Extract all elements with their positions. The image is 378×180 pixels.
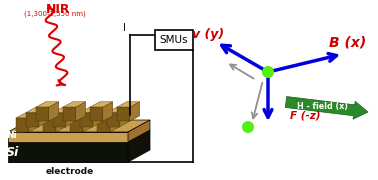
Polygon shape	[117, 107, 130, 121]
Polygon shape	[117, 102, 140, 107]
Polygon shape	[8, 120, 150, 132]
Polygon shape	[39, 107, 49, 127]
Polygon shape	[103, 102, 113, 121]
Polygon shape	[120, 107, 130, 127]
Polygon shape	[107, 107, 130, 113]
Polygon shape	[8, 132, 128, 142]
Polygon shape	[43, 113, 66, 118]
Polygon shape	[90, 107, 103, 121]
Polygon shape	[36, 107, 49, 121]
Polygon shape	[63, 107, 76, 121]
Polygon shape	[8, 130, 150, 142]
Polygon shape	[80, 107, 103, 113]
Polygon shape	[26, 107, 49, 113]
Polygon shape	[16, 118, 29, 132]
Polygon shape	[76, 102, 86, 121]
Text: B (x): B (x)	[329, 35, 367, 49]
Polygon shape	[128, 130, 150, 162]
Text: electrode: electrode	[46, 167, 94, 176]
Text: (1,300-1,550 nm): (1,300-1,550 nm)	[24, 10, 86, 17]
Text: v (y): v (y)	[192, 28, 224, 40]
Polygon shape	[128, 120, 150, 142]
Polygon shape	[130, 102, 140, 121]
Text: H - field (x): H - field (x)	[297, 102, 349, 111]
Polygon shape	[97, 118, 110, 132]
Polygon shape	[56, 113, 66, 132]
Polygon shape	[43, 118, 56, 132]
Circle shape	[242, 121, 254, 133]
Polygon shape	[49, 102, 59, 121]
Polygon shape	[107, 113, 120, 127]
Polygon shape	[93, 107, 103, 127]
Polygon shape	[90, 102, 113, 107]
Polygon shape	[66, 107, 76, 127]
Polygon shape	[36, 102, 59, 107]
Polygon shape	[8, 142, 128, 162]
Polygon shape	[70, 113, 93, 118]
Text: SMUs: SMUs	[160, 35, 188, 45]
Polygon shape	[16, 113, 39, 118]
Polygon shape	[53, 107, 76, 113]
Text: I: I	[123, 23, 126, 33]
Polygon shape	[97, 113, 120, 118]
Polygon shape	[80, 113, 93, 127]
Polygon shape	[70, 118, 83, 132]
Polygon shape	[26, 113, 39, 127]
FancyArrow shape	[285, 96, 368, 119]
Polygon shape	[63, 102, 86, 107]
Circle shape	[262, 66, 274, 78]
Text: F (-z): F (-z)	[290, 111, 321, 121]
Text: Ni: Ni	[6, 130, 17, 140]
Text: Si: Si	[6, 145, 19, 159]
Polygon shape	[53, 113, 66, 127]
Polygon shape	[110, 113, 120, 132]
Text: NIR: NIR	[46, 3, 70, 16]
Bar	[155, 30, 193, 50]
Polygon shape	[83, 113, 93, 132]
Polygon shape	[29, 113, 39, 132]
